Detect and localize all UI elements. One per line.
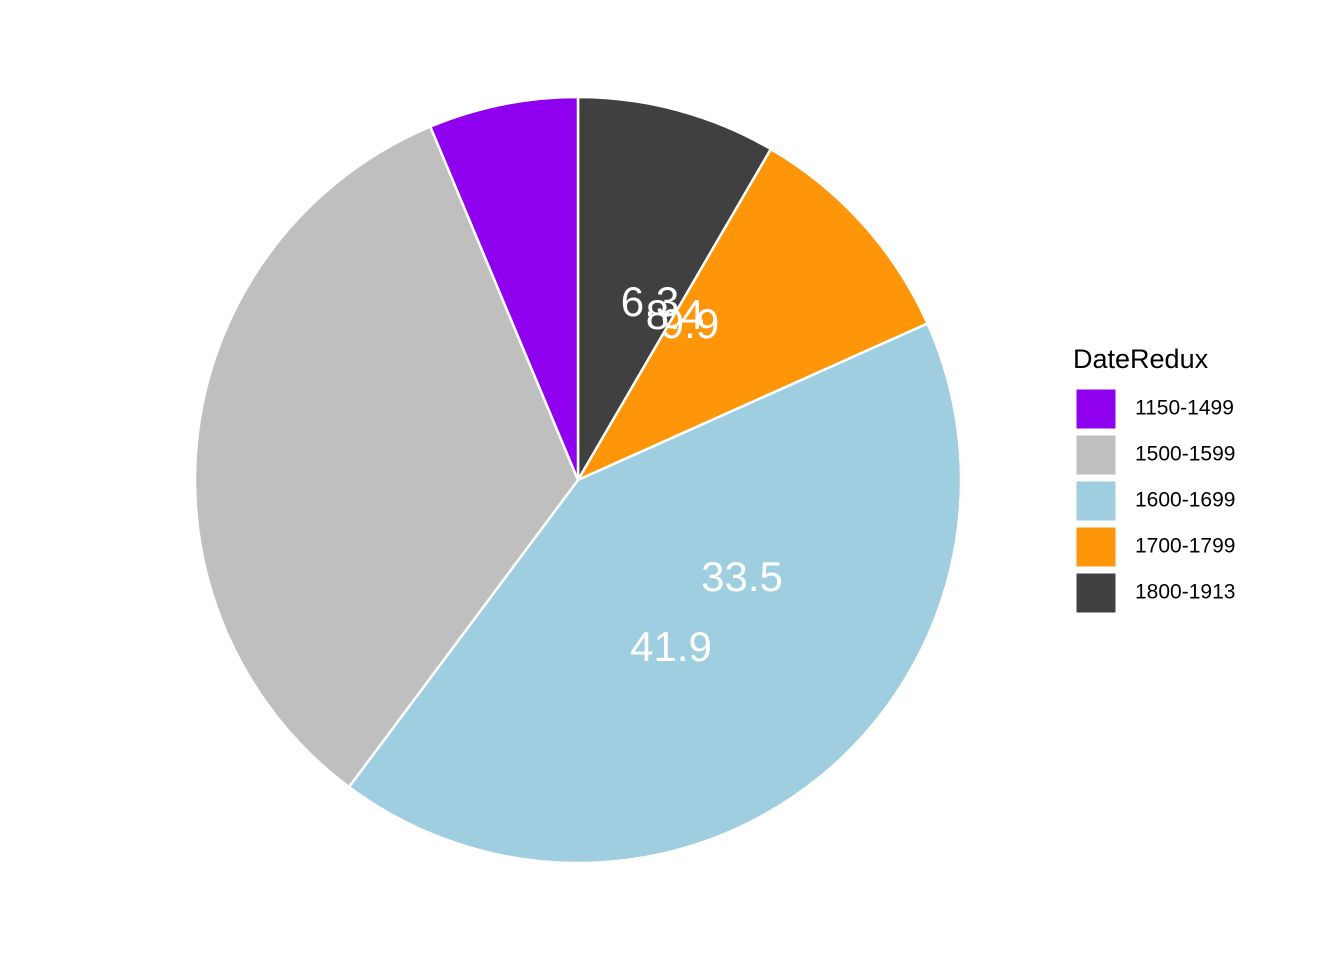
legend-swatch-1500-1599 [1075,434,1117,476]
legend-swatch-1600-1699 [1075,480,1117,522]
slice-label-1700-1799: 9.9 [661,300,719,347]
pie-slice-1800-1913 [576,95,773,485]
legend-swatch-1150-1499 [1075,388,1117,430]
pie-slice-1700-1799 [574,147,930,483]
legend-title: DateRedux [1073,344,1209,374]
legend-label-1800-1913: 1800-1913 [1135,581,1235,604]
pie-slice-1500-1599 [193,124,580,789]
legend-label-1150-1499: 1150-1499 [1135,397,1234,420]
legend-swatch-1800-1913 [1075,572,1117,614]
legend-label-1500-1599: 1500-1599 [1135,443,1235,466]
legend-swatch-1700-1799 [1075,526,1117,568]
slice-label-1800-1913: 8.4 [646,291,704,338]
legend-label-1600-1699: 1600-1699 [1135,489,1235,512]
pie-slice-1600-1699 [347,321,963,865]
pie-slice-1150-1499 [428,95,580,481]
pie-slices [193,95,963,865]
slice-label-1600-1699: 41.9 [630,623,712,670]
pie-slice-labels: 6.3 33.5 41.9 9.98.4 [621,278,783,670]
slice-label-1150-1499: 6.3 [621,278,679,325]
legend-label-1700-1799: 1700-1799 [1135,535,1235,558]
legend: DateRedux 1150-1499 1500-1599 1600-1699 170… [1073,344,1235,614]
slice-label-1500-1599: 33.5 [701,553,783,600]
